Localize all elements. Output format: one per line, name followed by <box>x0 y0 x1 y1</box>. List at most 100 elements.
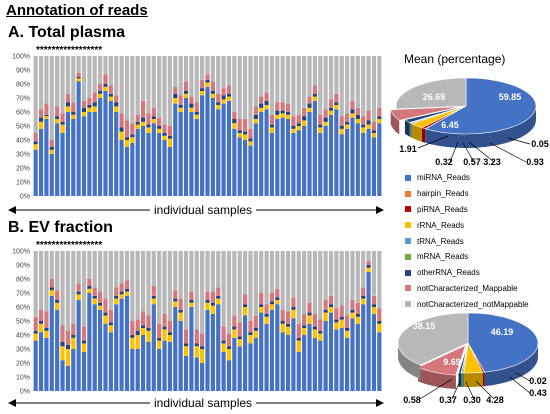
legend-swatch <box>405 174 411 181</box>
bar-segment-notmappable <box>49 251 54 279</box>
bar-segment-notmappable <box>173 251 178 291</box>
bar-segment-mappable <box>65 330 70 345</box>
bar <box>98 56 103 196</box>
bar-segment-mappable <box>275 288 280 298</box>
y-tick-label: 60% <box>16 110 30 117</box>
bar-segment-other <box>291 126 296 129</box>
legend-label: rRNA_Reads <box>417 220 465 230</box>
legend-label: notCharacterized_Mappable <box>417 283 518 293</box>
bar-segment-mappable <box>232 315 237 327</box>
bar <box>108 251 113 391</box>
bar <box>200 251 205 391</box>
bar-segment-rrna <box>221 99 226 104</box>
bar-segment-other <box>210 91 215 94</box>
bar-segment-notmappable <box>183 56 189 82</box>
bar-segment-notmappable <box>275 56 280 103</box>
bar-segment-notmappable <box>157 251 162 324</box>
bar-segment-mirna <box>146 342 151 391</box>
bar-segment-other <box>71 112 76 115</box>
bar-segment-rrna <box>103 86 108 91</box>
bar-segment-mappable <box>92 287 97 296</box>
bar-segment-notmappable <box>242 251 248 295</box>
bar <box>135 56 140 196</box>
bar <box>323 56 328 196</box>
bar-segment-mappable <box>124 120 130 138</box>
bar-segment-rrna <box>366 267 371 272</box>
bar-segment-mappable <box>226 333 232 347</box>
bar-segment-notmappable <box>318 251 323 320</box>
bar-segment-mirna <box>355 323 360 391</box>
leader-line <box>507 137 531 145</box>
bar-segment-notmappable <box>318 56 323 115</box>
bar-segment-rrna <box>173 98 178 104</box>
bar <box>71 251 76 391</box>
bar-segment-rrna <box>103 315 108 324</box>
bar-segment-notmappable <box>38 56 44 110</box>
bar <box>119 56 124 196</box>
bar-segment-rrna <box>140 121 146 126</box>
legend-item: notCharacterized_Mappable <box>405 281 529 297</box>
bar-segment-notmappable <box>178 56 183 96</box>
bar <box>38 251 44 391</box>
bar-segment-other <box>60 342 65 347</box>
legend-label: tRNA_Reads <box>417 236 464 246</box>
bar-segment-rrna <box>253 119 258 124</box>
bar-segment-mappable <box>371 295 377 305</box>
bar-segment-mappable <box>205 74 210 80</box>
bar <box>280 251 285 391</box>
bar <box>339 251 344 391</box>
bar-segment-rrna <box>76 78 81 82</box>
bar-segment-other <box>280 321 285 324</box>
bar-segment-mirna <box>285 335 291 391</box>
pie-slice-side <box>461 372 463 387</box>
y-tick-label: 0% <box>20 194 30 201</box>
bar-segment-mappable <box>210 81 215 91</box>
bar-segment-rrna <box>307 315 312 324</box>
bar <box>334 251 339 391</box>
bar <box>146 251 151 391</box>
bar-segment-other <box>366 120 371 125</box>
bar-segment-notmappable <box>253 56 258 107</box>
bar-segment-mirna <box>210 98 215 196</box>
bar-segment-other <box>151 116 156 119</box>
bar-segment-rrna <box>371 307 377 314</box>
bar-segment-rrna <box>237 133 242 138</box>
bar-segment-mappable <box>87 98 92 105</box>
bar-segment-mirna <box>183 356 189 391</box>
bar-segment-mappable <box>361 116 366 125</box>
bar-segment-other <box>103 84 108 87</box>
bar <box>167 56 173 196</box>
bar-segment-rrna <box>130 137 135 143</box>
bar-segment-notmappable <box>135 56 140 115</box>
bar <box>135 251 140 391</box>
bar-segment-mappable <box>307 302 312 313</box>
bar-segment-mappable <box>345 113 350 122</box>
bar-segment-rrna <box>92 106 97 112</box>
bar-segment-notmappable <box>33 56 38 133</box>
bar <box>194 251 199 391</box>
bar <box>296 56 301 196</box>
bar-segment-rrna <box>167 335 173 342</box>
bar-segment-notmappable <box>259 251 264 293</box>
bar-segment-notmappable <box>377 56 382 108</box>
bar <box>140 56 146 196</box>
bar-segment-notmappable <box>275 251 280 289</box>
bar-segment-mappable <box>38 309 44 321</box>
bar-segment-other <box>355 114 360 119</box>
bar-segment-other <box>183 343 189 347</box>
bar-segment-rrna <box>296 126 301 131</box>
bar-segment-mappable <box>103 298 108 313</box>
bar-segment-mirna <box>242 140 248 196</box>
bar-segment-rrna <box>124 140 130 147</box>
bar <box>173 251 178 391</box>
bar-segment-mirna <box>92 304 97 391</box>
bar-segment-rrna <box>269 304 275 310</box>
pie-value-label: 0.57 <box>463 157 481 167</box>
bar-segment-mirna <box>264 323 269 391</box>
pie-slice <box>395 77 467 123</box>
bar-segment-mirna <box>216 304 221 391</box>
bar-segment-mappable <box>291 297 296 307</box>
bar-segment-notmappable <box>264 251 269 305</box>
bar-segment-mappable <box>135 319 140 331</box>
bar-segment-rrna <box>151 119 156 124</box>
